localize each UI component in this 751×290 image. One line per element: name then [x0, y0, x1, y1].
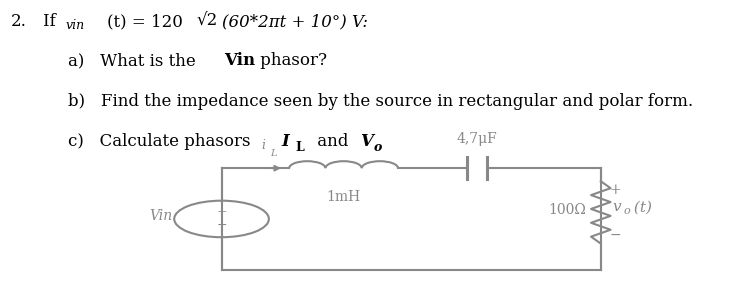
- Text: 4,7μF: 4,7μF: [457, 133, 497, 146]
- Text: √2: √2: [197, 13, 218, 30]
- Text: o: o: [623, 206, 630, 216]
- Text: and: and: [312, 133, 353, 151]
- Text: −: −: [216, 219, 227, 232]
- Text: I: I: [282, 133, 289, 151]
- Text: vin: vin: [65, 19, 84, 32]
- Text: c)   Calculate phasors: c) Calculate phasors: [68, 133, 255, 151]
- Text: If: If: [43, 13, 61, 30]
- Text: b)   Find the impedance seen by the source in rectangular and polar form.: b) Find the impedance seen by the source…: [68, 93, 692, 110]
- Text: phasor?: phasor?: [255, 52, 327, 69]
- Text: v: v: [612, 200, 620, 214]
- Text: Vin: Vin: [149, 209, 173, 223]
- Text: +: +: [610, 183, 621, 197]
- Text: 100Ω: 100Ω: [548, 202, 586, 217]
- Text: −: −: [610, 228, 621, 242]
- Text: 1mH: 1mH: [327, 190, 360, 204]
- Text: o: o: [374, 141, 382, 154]
- Text: L: L: [295, 141, 304, 154]
- Text: +: +: [216, 206, 227, 219]
- Text: L: L: [270, 149, 277, 158]
- Text: (t): (t): [629, 201, 653, 215]
- Text: i: i: [261, 139, 265, 152]
- Text: a)   What is the: a) What is the: [68, 52, 201, 69]
- Text: Vin: Vin: [224, 52, 255, 69]
- Text: (60*2πt + 10°) V:: (60*2πt + 10°) V:: [222, 13, 367, 30]
- Text: V: V: [360, 133, 373, 151]
- Text: (t) = 120: (t) = 120: [107, 13, 182, 30]
- Text: 2.: 2.: [11, 13, 27, 30]
